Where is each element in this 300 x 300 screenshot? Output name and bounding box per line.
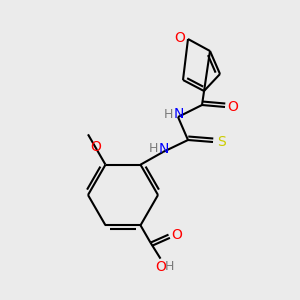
Text: H: H bbox=[163, 107, 173, 121]
Text: S: S bbox=[217, 135, 225, 149]
Text: H: H bbox=[165, 260, 174, 273]
Text: O: O bbox=[91, 140, 101, 154]
Text: N: N bbox=[174, 107, 184, 121]
Text: O: O bbox=[171, 228, 182, 242]
Text: H: H bbox=[148, 142, 158, 155]
Text: N: N bbox=[159, 142, 169, 156]
Text: O: O bbox=[228, 100, 238, 114]
Text: O: O bbox=[175, 31, 185, 45]
Text: O: O bbox=[155, 260, 166, 274]
